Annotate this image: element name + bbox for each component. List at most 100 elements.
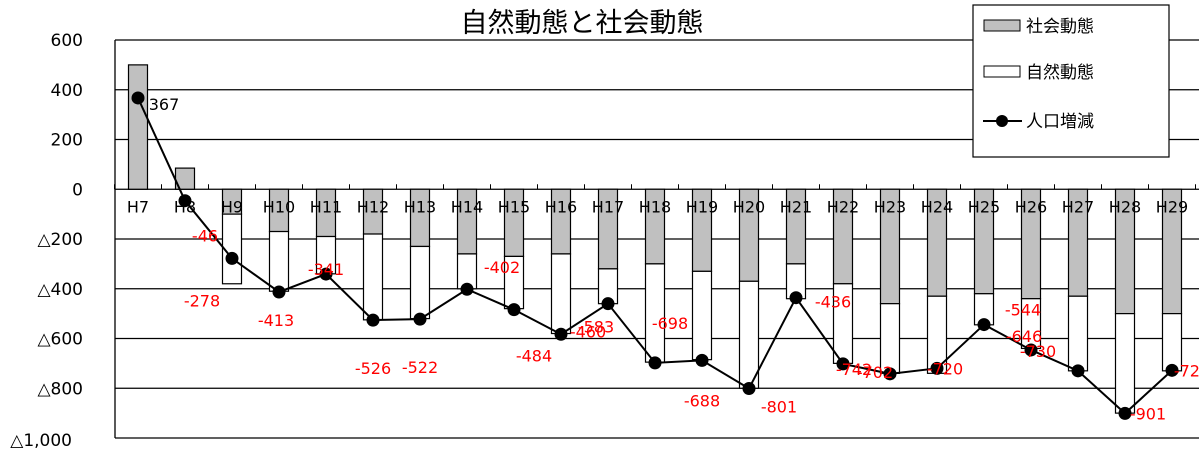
data-label: -460 xyxy=(570,323,606,342)
population-marker xyxy=(742,381,756,395)
x-tick-label: H18 xyxy=(639,197,671,216)
x-tick-label: H10 xyxy=(263,197,295,216)
data-label: -413 xyxy=(258,311,294,330)
x-tick-label: H9 xyxy=(221,197,243,216)
data-label: -583 xyxy=(578,317,614,336)
population-marker xyxy=(789,291,803,305)
data-label: -688 xyxy=(684,391,720,410)
data-label: -544 xyxy=(1005,301,1041,320)
x-tick-label: H23 xyxy=(874,197,906,216)
data-label: -646 xyxy=(1006,327,1042,346)
population-marker xyxy=(977,318,991,332)
population-marker xyxy=(836,357,850,371)
y-tick-label: 400 xyxy=(51,81,83,101)
bar-social xyxy=(127,64,149,190)
data-label: -801 xyxy=(761,397,797,416)
population-marker xyxy=(460,282,474,296)
data-label: -728 xyxy=(1174,361,1199,380)
x-tick-label: H20 xyxy=(733,197,765,216)
y-tick-label: △400 xyxy=(37,280,83,300)
x-tick-label: H29 xyxy=(1156,197,1188,216)
bar-natural xyxy=(738,280,760,389)
x-tick-label: H28 xyxy=(1109,197,1141,216)
chart-title: 自然動態と社会動態 xyxy=(461,8,704,39)
y-tick-label: △600 xyxy=(37,330,83,350)
population-marker xyxy=(1165,363,1179,377)
population-marker xyxy=(319,267,333,281)
population-marker xyxy=(225,251,239,265)
x-tick-label: H11 xyxy=(310,197,342,216)
data-label: 367 xyxy=(149,95,180,114)
legend-label-natural: 自然動態 xyxy=(1026,63,1094,83)
legend: 社会動態 自然動態 人口増減 xyxy=(972,4,1170,158)
bar-natural xyxy=(691,270,713,361)
x-tick-label: H22 xyxy=(827,197,859,216)
x-tick-label: H8 xyxy=(174,197,196,216)
population-marker xyxy=(930,361,944,375)
data-label: -522 xyxy=(402,358,438,377)
axes: 600 400 200 0 △200 △400 △600 △800 △1,000 H7 H8 H9 H1… xyxy=(10,31,1199,451)
population-marker xyxy=(601,297,615,311)
x-tick-label: H15 xyxy=(498,197,530,216)
legend-label-social: 社会動態 xyxy=(1026,17,1094,37)
data-label: -402 xyxy=(484,258,520,277)
bar-natural xyxy=(409,245,431,320)
x-tick-label: H17 xyxy=(592,197,624,216)
x-tick-label: H13 xyxy=(404,197,436,216)
y-tick-label: △1,000 xyxy=(10,431,72,451)
x-tick-label: H25 xyxy=(968,197,1000,216)
population-marker xyxy=(1024,343,1038,357)
population-marker xyxy=(695,353,709,367)
x-tick-label: H14 xyxy=(451,197,483,216)
bar-natural xyxy=(1067,295,1089,372)
data-label: -742 xyxy=(836,360,872,379)
x-tick-label: H12 xyxy=(357,197,389,216)
population-marker xyxy=(507,303,521,317)
y-tick-label: 200 xyxy=(51,131,83,151)
data-labels: 367-46-278-413-341-526 -522-402-484-583-4… xyxy=(149,95,1199,423)
x-tick-label: H21 xyxy=(780,197,812,216)
population-marker xyxy=(883,367,897,381)
y-tick-label: 600 xyxy=(51,31,83,51)
bars xyxy=(127,64,1183,414)
data-label: -901 xyxy=(1130,404,1166,423)
y-tick-label: △200 xyxy=(37,230,83,250)
x-tick-label: H27 xyxy=(1062,197,1094,216)
bar-natural xyxy=(1114,313,1136,414)
x-tick-label: H7 xyxy=(127,197,149,216)
bar-natural xyxy=(550,253,572,335)
y-tick-label: 0 xyxy=(72,180,83,200)
legend-marker-population xyxy=(996,115,1008,127)
population-marker xyxy=(131,91,145,105)
population-marker xyxy=(1118,406,1132,420)
data-label: -720 xyxy=(927,359,963,378)
data-label: -278 xyxy=(184,291,220,310)
x-tick-label: H26 xyxy=(1015,197,1047,216)
legend-swatch-social xyxy=(983,19,1021,32)
population-marker xyxy=(554,327,568,341)
data-label: -526 xyxy=(355,359,391,378)
population-marker xyxy=(366,313,380,327)
y-tick-label: △800 xyxy=(37,379,83,399)
x-tick-label: H24 xyxy=(921,197,953,216)
legend-swatch-natural xyxy=(983,65,1021,78)
x-tick-label: H19 xyxy=(686,197,718,216)
bar-natural xyxy=(221,213,243,285)
bar-natural xyxy=(362,233,384,321)
data-label: -46 xyxy=(192,227,218,246)
population-marker xyxy=(178,194,192,208)
line-series xyxy=(131,91,1179,420)
population-marker xyxy=(413,312,427,326)
data-label: -484 xyxy=(516,347,552,366)
data-label: -698 xyxy=(652,314,688,333)
data-label: -341 xyxy=(308,260,344,279)
legend-label-population: 人口増減 xyxy=(1026,112,1094,132)
data-label: -436 xyxy=(815,293,851,312)
population-marker xyxy=(272,285,286,299)
x-tick-label: H16 xyxy=(545,197,577,216)
bar-natural xyxy=(268,230,290,292)
population-marker xyxy=(648,356,662,370)
data-label: -730 xyxy=(1020,342,1056,361)
data-label: -702 xyxy=(857,363,893,382)
